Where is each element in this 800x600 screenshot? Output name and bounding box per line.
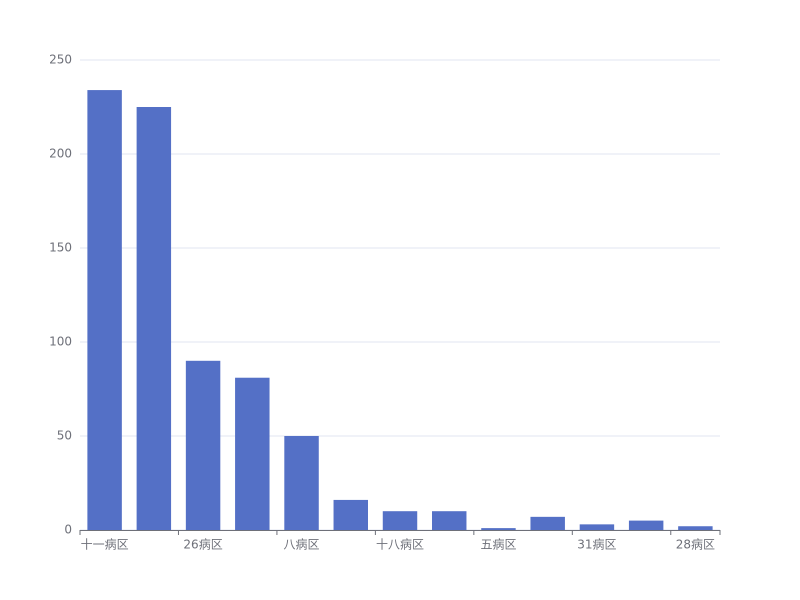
bar (284, 436, 319, 530)
bar (136, 107, 172, 530)
bar (678, 526, 713, 530)
y-tick-label: 0 (64, 523, 72, 537)
bar (530, 516, 565, 530)
bar (382, 511, 418, 530)
y-tick-label: 150 (49, 241, 72, 255)
y-tick-label: 100 (49, 335, 72, 349)
y-tick-label: 50 (57, 429, 72, 443)
x-tick-label: 十一病区 (81, 537, 129, 552)
x-tick-label: 28病区 (676, 537, 715, 552)
y-tick-label: 250 (49, 53, 72, 67)
y-tick-label: 200 (49, 147, 72, 161)
bar (628, 520, 664, 530)
x-tick-label: 26病区 (183, 537, 222, 552)
x-tick-label: 十八病区 (376, 537, 424, 552)
bar (432, 511, 467, 530)
x-tick-label: 五病区 (480, 537, 516, 552)
bar (333, 499, 368, 530)
bar (579, 524, 615, 530)
x-tick-label: 八病区 (284, 537, 320, 552)
bar (87, 90, 122, 530)
bar (235, 377, 270, 530)
x-tick-label: 31病区 (577, 537, 616, 552)
bar (481, 528, 516, 530)
bar (185, 360, 221, 530)
